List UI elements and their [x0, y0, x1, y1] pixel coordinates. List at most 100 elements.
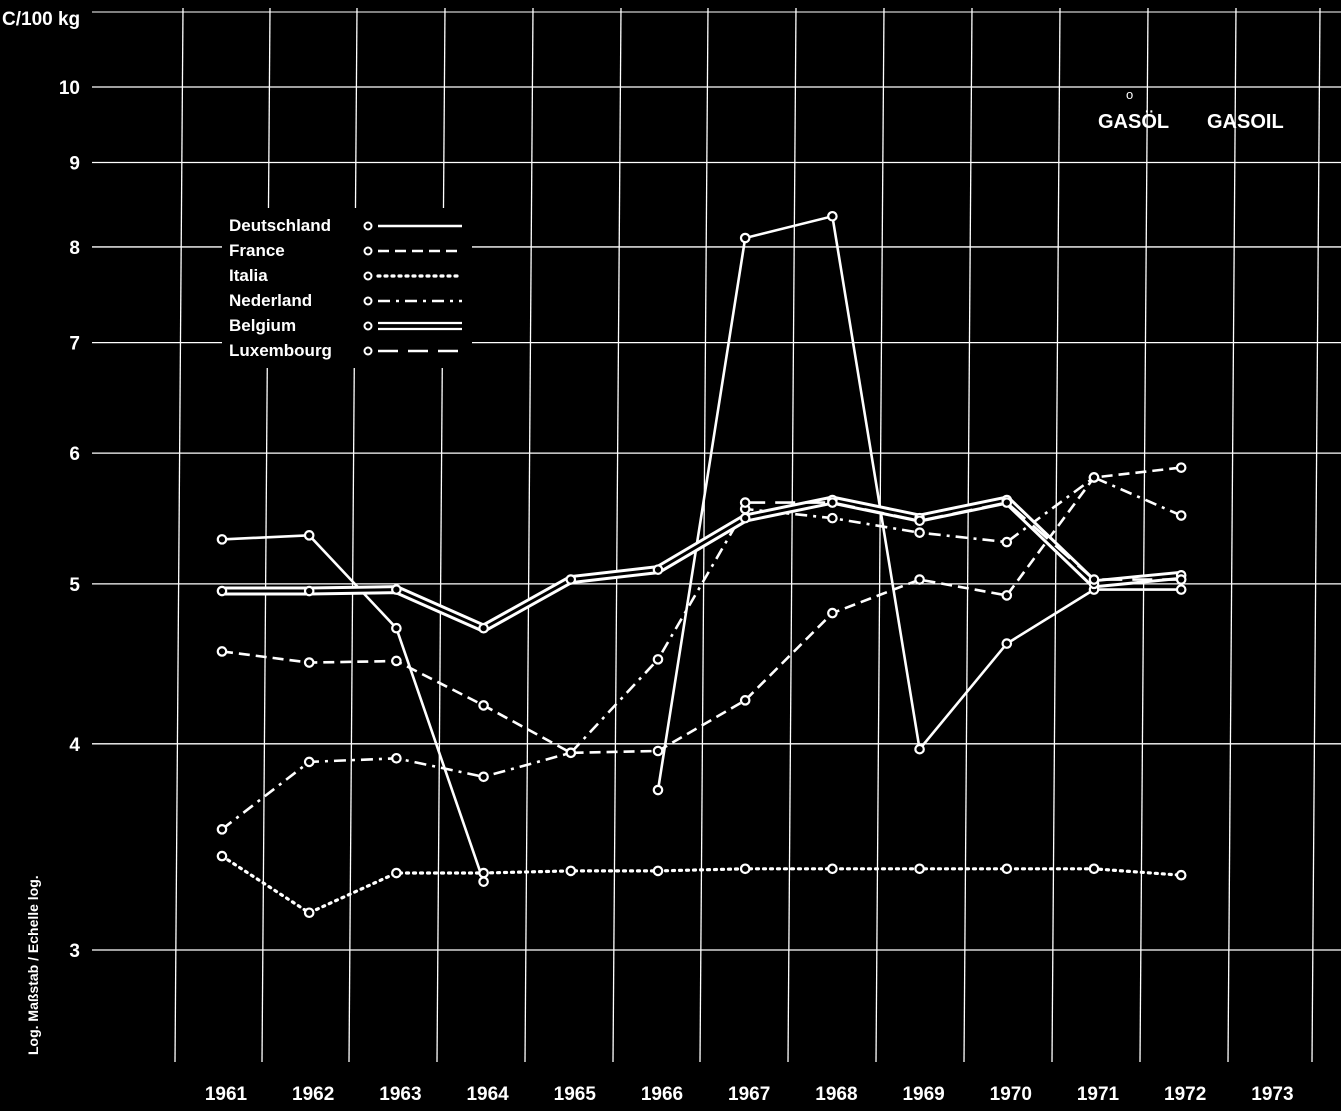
data-point-deutschland — [1175, 584, 1187, 595]
y-tick-label: 5 — [69, 575, 80, 596]
legend-label: Belgium — [229, 316, 296, 335]
title-gasoel: GASÖL — [1098, 110, 1169, 133]
data-point-belgium — [565, 574, 577, 585]
data-point-nederland — [1175, 510, 1187, 521]
x-tick-label: 1972 — [1164, 1084, 1206, 1105]
data-point-italia — [1001, 863, 1013, 875]
y-tick-label: 9 — [69, 154, 80, 175]
legend-label: Deutschland — [229, 216, 331, 235]
data-point-nederland — [216, 824, 228, 835]
legend-marker — [363, 296, 373, 306]
data-point-nederland — [303, 756, 315, 768]
x-tick-label: 1967 — [728, 1084, 770, 1105]
data-point-nederland — [478, 771, 489, 783]
data-point-nederland — [827, 512, 838, 524]
data-point-france — [1175, 462, 1187, 473]
y-tick-label: 4 — [69, 735, 80, 756]
data-point-italia — [914, 863, 925, 875]
data-point-italia — [303, 907, 315, 919]
grid-vline — [963, 7, 973, 1063]
data-point-france — [1001, 590, 1013, 601]
data-point-nederland — [565, 747, 577, 759]
grid-vline — [612, 7, 622, 1063]
grid-vline — [174, 7, 184, 1063]
data-point-deutschland — [827, 210, 838, 222]
data-point-france — [391, 655, 402, 667]
data-point-france — [478, 700, 489, 711]
data-point-italia — [565, 865, 577, 877]
y-tick-label: 8 — [69, 238, 80, 259]
legend-label: Luxembourg — [229, 341, 332, 360]
y-tick-label: 10 — [59, 78, 80, 99]
data-point-belgium — [216, 585, 228, 597]
data-point-belgium — [391, 584, 402, 595]
data-point-nederland — [1001, 536, 1013, 548]
x-tick-label: 1971 — [1077, 1084, 1120, 1105]
data-point-france — [216, 646, 228, 657]
data-point-deutschland — [478, 876, 489, 887]
grid — [92, 7, 1341, 1063]
data-point-nederland — [391, 752, 402, 764]
grid-vline — [1227, 7, 1237, 1063]
data-point-luxembourg — [1175, 574, 1187, 585]
legend-label: Nederland — [229, 291, 312, 310]
data-point-france — [652, 745, 664, 757]
log-scale-note: Log. Maßstab / Echelle log. — [25, 875, 41, 1055]
legend-marker — [363, 271, 373, 281]
x-tick-label: 1961 — [205, 1084, 248, 1105]
series-line-deutschland — [221, 533, 485, 883]
data-point-luxembourg — [739, 497, 751, 508]
data-point-italia — [652, 865, 664, 877]
y-unit-label: C/100 kg — [2, 9, 80, 30]
data-point-deutschland — [914, 743, 925, 755]
legend-label: Italia — [229, 266, 268, 285]
legend-marker — [363, 321, 373, 331]
data-point-deutschland — [216, 534, 228, 545]
y-tick-labels: 3 4 5 6 7 8 9 10 — [59, 78, 81, 962]
legend: Deutschland France Italia Nederland Belgium L… — [222, 208, 472, 368]
data-point-france — [914, 574, 925, 585]
data-point-france — [739, 695, 751, 706]
data-point-deutschland — [1001, 638, 1013, 649]
data-point-nederland — [1088, 472, 1100, 483]
data-point-belgium — [303, 585, 315, 597]
x-tick-label: 1969 — [902, 1084, 944, 1105]
grid-vline — [436, 7, 446, 1063]
data-point-belgium — [739, 512, 751, 524]
legend-marker — [363, 221, 373, 231]
x-tick-labels: 1961 1962 1963 1964 1965 1966 1967 1968 1969 1970… — [205, 1084, 1294, 1105]
grid-vline — [1139, 7, 1149, 1063]
data-point-luxembourg — [827, 497, 838, 508]
data-point-italia — [739, 863, 751, 875]
data-point-belgium — [652, 564, 664, 575]
y-tick-label: 6 — [69, 444, 80, 465]
grid-vline — [524, 7, 534, 1063]
data-point-italia — [1175, 869, 1187, 881]
data-point-nederland — [914, 527, 925, 538]
data-point-deutschland — [739, 232, 751, 244]
y-tick-label: 3 — [69, 941, 80, 962]
data-point-luxembourg — [1088, 574, 1100, 585]
data-point-france — [827, 607, 838, 619]
legend-marker — [363, 246, 373, 256]
grid-vline — [699, 7, 709, 1063]
x-tick-label: 1968 — [815, 1084, 857, 1105]
x-tick-label: 1964 — [466, 1084, 509, 1105]
data-point-france — [303, 657, 315, 668]
series-lines — [216, 210, 1187, 919]
series-line-luxembourg — [745, 501, 1182, 581]
data-point-italia — [827, 863, 838, 875]
data-point-deutschland — [303, 530, 315, 541]
x-tick-label: 1970 — [990, 1084, 1032, 1105]
data-point-luxembourg — [1001, 497, 1013, 508]
x-tick-label: 1962 — [292, 1084, 334, 1105]
data-point-deutschland — [391, 622, 402, 634]
series-line-nederland — [221, 476, 1182, 831]
grid-vline — [875, 7, 885, 1063]
x-tick-label: 1973 — [1251, 1084, 1293, 1105]
grid-vline — [261, 7, 271, 1063]
grid-vline — [1051, 7, 1061, 1063]
data-point-italia — [216, 850, 228, 862]
data-point-italia — [391, 867, 402, 879]
title-marker: o — [1126, 87, 1133, 102]
